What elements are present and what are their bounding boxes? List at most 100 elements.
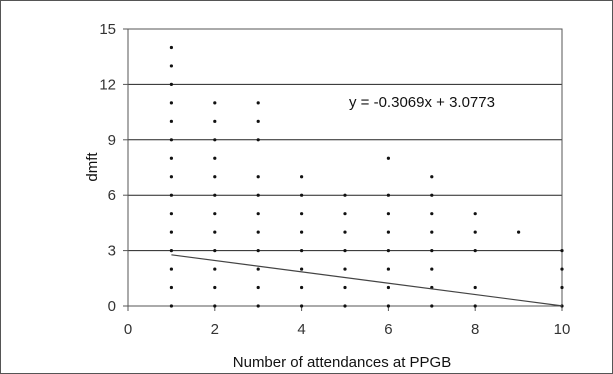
data-point <box>213 101 217 105</box>
y-tick-label: 0 <box>108 298 116 315</box>
data-point <box>213 175 217 179</box>
data-point <box>300 175 304 179</box>
y-tick-labels: 0 3 6 9 12 15 <box>99 21 128 315</box>
data-point <box>560 285 564 290</box>
data-point <box>169 212 173 216</box>
data-point <box>213 304 217 308</box>
data-point <box>343 267 347 271</box>
data-point <box>560 249 564 253</box>
data-point <box>343 193 347 197</box>
data-point <box>430 193 434 197</box>
data-point <box>386 304 390 308</box>
data-point <box>213 267 217 271</box>
y-tick-label: 9 <box>108 132 116 149</box>
x-tick-label: 2 <box>211 321 219 338</box>
x-tick-label: 10 <box>554 321 571 338</box>
data-point <box>386 212 390 216</box>
data-point <box>343 212 347 216</box>
data-point <box>213 119 217 123</box>
data-point <box>300 249 304 253</box>
data-point <box>473 230 477 234</box>
data-point <box>386 267 390 271</box>
data-point <box>256 230 260 234</box>
data-point <box>300 212 304 216</box>
data-point <box>300 230 304 234</box>
y-tick-label: 12 <box>99 76 116 93</box>
y-tick-label: 15 <box>99 21 116 38</box>
data-point <box>300 285 304 290</box>
data-point <box>213 285 217 290</box>
data-point <box>169 267 173 271</box>
data-point <box>169 156 173 160</box>
x-tick-label: 0 <box>124 321 132 338</box>
data-point <box>169 138 173 142</box>
data-point <box>169 101 173 105</box>
data-point <box>430 249 434 253</box>
x-tick-label: 6 <box>384 321 392 338</box>
x-tick-label: 4 <box>297 321 305 338</box>
data-point <box>169 82 173 86</box>
data-point <box>473 212 477 216</box>
data-points <box>169 45 564 308</box>
x-tick-label: 8 <box>471 321 479 338</box>
y-tick-label: 3 <box>108 243 116 260</box>
data-point <box>169 119 173 123</box>
data-point <box>256 304 260 308</box>
data-point <box>343 249 347 253</box>
data-point <box>213 230 217 234</box>
data-point <box>169 249 173 253</box>
data-point <box>386 249 390 253</box>
data-point <box>386 230 390 234</box>
data-point <box>256 249 260 253</box>
data-point <box>300 193 304 197</box>
data-point <box>256 267 260 271</box>
data-point <box>430 175 434 179</box>
data-point <box>256 101 260 105</box>
data-point <box>300 304 304 308</box>
data-point <box>256 119 260 123</box>
data-point <box>386 156 390 160</box>
data-point <box>473 285 477 290</box>
data-point <box>169 285 173 290</box>
data-point <box>256 193 260 197</box>
x-tick-labels: 0 2 4 6 8 10 <box>124 306 571 338</box>
data-point <box>169 175 173 179</box>
data-point <box>473 304 477 308</box>
data-point <box>213 138 217 142</box>
data-point <box>256 175 260 179</box>
data-point <box>256 285 260 290</box>
data-point <box>300 267 304 271</box>
data-point <box>213 212 217 216</box>
y-tick-label: 6 <box>108 187 116 204</box>
data-point <box>169 64 173 68</box>
data-point <box>213 249 217 253</box>
data-point <box>169 230 173 234</box>
data-point <box>169 304 173 308</box>
data-point <box>256 138 260 142</box>
data-point <box>473 249 477 253</box>
gridlines <box>128 83 562 252</box>
data-point <box>430 304 434 308</box>
data-point <box>213 156 217 160</box>
data-point <box>560 267 564 271</box>
data-point <box>430 212 434 216</box>
trendline <box>171 254 563 307</box>
data-point <box>517 230 521 234</box>
data-point <box>256 212 260 216</box>
data-point <box>213 193 217 197</box>
data-point <box>386 285 390 290</box>
data-point <box>386 193 390 197</box>
data-point <box>169 45 173 50</box>
plot-area <box>127 28 563 307</box>
y-axis-title: dmft <box>84 152 101 182</box>
trendline-equation: y = -0.3069x + 3.0773 <box>349 94 495 111</box>
data-point <box>430 230 434 234</box>
data-point <box>343 285 347 290</box>
x-axis-title: Number of attendances at PPGB <box>233 354 451 371</box>
data-point <box>430 267 434 271</box>
data-point <box>169 193 173 197</box>
data-point <box>343 230 347 234</box>
data-point <box>343 304 347 308</box>
